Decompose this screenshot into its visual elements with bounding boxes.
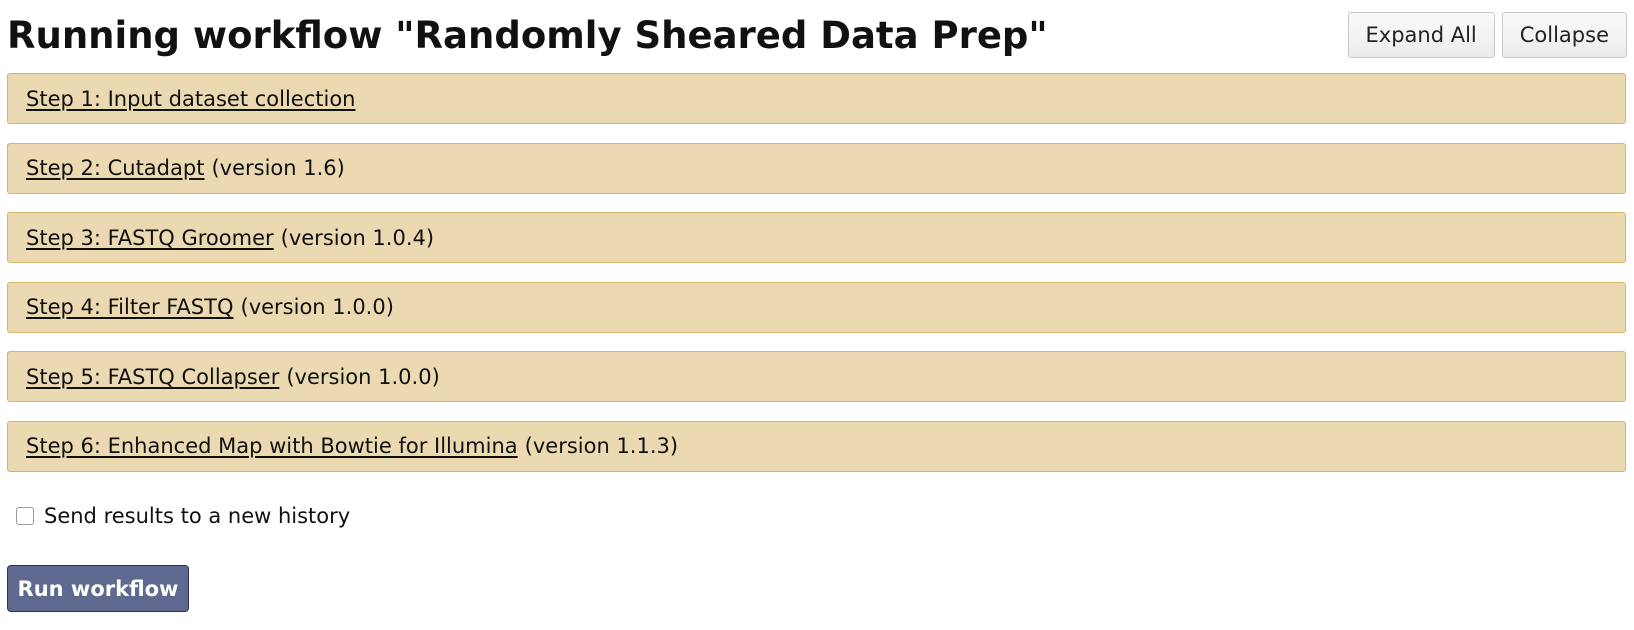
step-panel-1[interactable]: Step 1: Input dataset collection [7,73,1626,124]
run-workflow-button[interactable]: Run workflow [7,565,189,612]
step-link-5[interactable]: Step 5: FASTQ Collapser [26,364,280,389]
step-version-5: (version 1.0.0) [286,364,440,389]
step-link-3[interactable]: Step 3: FASTQ Groomer [26,225,274,250]
step-panel-5[interactable]: Step 5: FASTQ Collapser (version 1.0.0) [7,351,1626,402]
step-version-4: (version 1.0.0) [240,295,394,319]
step-panel-3[interactable]: Step 3: FASTQ Groomer (version 1.0.4) [7,212,1626,263]
step-link-2[interactable]: Step 2: Cutadapt [26,156,205,180]
new-history-label: Send results to a new history [44,504,351,528]
step-panel-4[interactable]: Step 4: Filter FASTQ (version 1.0.0) [7,281,1626,333]
step-version-6: (version 1.1.3) [524,434,679,458]
page-title: Running workflow "Randomly Sheared Data … [7,14,1048,57]
page-header: Running workflow "Randomly Sheared Data … [7,8,1627,62]
new-history-option: Send results to a new history [16,504,350,528]
step-version-2: (version 1.6) [211,156,345,180]
step-link-1[interactable]: Step 1: Input dataset collection [26,86,356,111]
step-link-6[interactable]: Step 6: Enhanced Map with Bowtie for Ill… [26,434,518,458]
workflow-steps: Step 1: Input dataset collection Step 2:… [7,73,1626,490]
step-panel-6[interactable]: Step 6: Enhanced Map with Bowtie for Ill… [7,420,1626,472]
step-link-4[interactable]: Step 4: Filter FASTQ [26,295,234,319]
step-panel-2[interactable]: Step 2: Cutadapt (version 1.6) [7,142,1626,194]
step-version-3: (version 1.0.4) [280,225,435,250]
expand-all-button[interactable]: Expand All [1347,12,1495,58]
header-button-group: Expand All Collapse [1347,12,1627,58]
collapse-button[interactable]: Collapse [1501,12,1627,58]
new-history-checkbox[interactable] [16,507,34,525]
